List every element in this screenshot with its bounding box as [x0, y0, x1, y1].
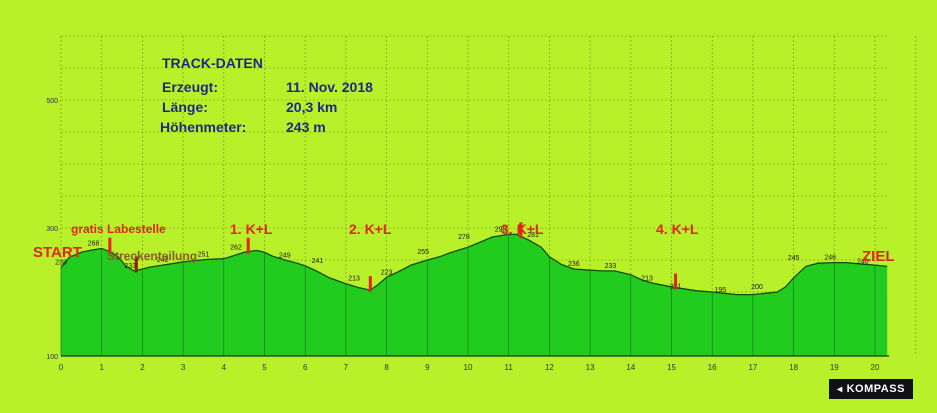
elevation-point-label: 290 [495, 226, 507, 233]
kl3-label: 3. K+L [501, 221, 544, 237]
checkpoint-marker [134, 256, 138, 273]
kl4-label: 4. K+L [656, 221, 699, 237]
created-value: 11. Nov. 2018 [286, 79, 373, 95]
elevation-point-label: 213 [641, 276, 653, 283]
elevation-point-label: 251 [198, 251, 210, 258]
x-tick-label: 4 [222, 363, 227, 372]
kompass-brand-text: KOMPASS [846, 383, 905, 395]
x-tick-label: 8 [384, 363, 389, 372]
elevation-point-label: 278 [458, 234, 470, 241]
elevation-point-label: 262 [230, 244, 242, 251]
elevation-point-label: 233 [124, 263, 136, 270]
kl2-label: 2. K+L [349, 221, 392, 237]
elevation-point-label: 241 [312, 258, 324, 265]
elevation-point-label: 238 [55, 260, 67, 267]
elevation-point-label: 242 [157, 257, 169, 264]
streckenteilung-label: Streckenteilung [107, 249, 198, 263]
checkpoint-marker [674, 273, 678, 290]
x-tick-label: 5 [262, 363, 267, 372]
elevation-point-label: 245 [788, 255, 800, 262]
elevation-point-label: 268 [88, 240, 100, 247]
checkpoint-marker [108, 237, 112, 254]
x-tick-label: 17 [748, 363, 757, 372]
x-tick-label: 2 [140, 363, 145, 372]
x-tick-label: 10 [464, 363, 473, 372]
x-tick-label: 20 [871, 363, 880, 372]
kompass-logo: ◂ KOMPASS [829, 379, 913, 399]
elevation-point-label: 200 [751, 284, 763, 291]
checkpoint-marker [519, 222, 523, 239]
x-tick-label: 9 [425, 363, 430, 372]
x-tick-label: 0 [59, 363, 64, 372]
x-tick-label: 13 [586, 363, 595, 372]
x-tick-label: 11 [505, 363, 514, 372]
elevation-point-label: 195 [714, 287, 726, 294]
start-label: START [33, 244, 82, 261]
x-tick-label: 14 [626, 363, 635, 372]
length-label: Länge: [162, 99, 208, 115]
x-tick-label: 6 [303, 363, 308, 372]
x-tick-label: 16 [708, 363, 717, 372]
x-tick-label: 15 [667, 363, 676, 372]
elevation-gain-value: 243 m [286, 119, 326, 135]
elevation-point-label: 236 [568, 261, 580, 268]
ziel-label: ZIEL [862, 248, 895, 265]
x-tick-label: 12 [545, 363, 554, 372]
elevation-point-label: 255 [417, 249, 429, 256]
x-tick-label: 7 [344, 363, 349, 372]
elevation-point-label: 240 [857, 258, 869, 265]
y-tick-label: 300 [46, 226, 58, 233]
elevation-line [60, 233, 888, 296]
checkpoint-marker [368, 276, 372, 293]
elevation-point-label: 249 [279, 253, 291, 260]
track-info-title: TRACK-DATEN [162, 55, 263, 71]
elevation-point-label: 213 [348, 276, 360, 283]
x-tick-label: 1 [99, 363, 104, 372]
y-tick-label: 500 [46, 98, 58, 105]
kl1-label: 1. K+L [230, 221, 273, 237]
checkpoint-marker [246, 237, 250, 254]
elevation-point-label: 233 [605, 263, 617, 270]
elevation-area [61, 234, 888, 356]
elevation-gain-label: Höhenmeter: [160, 119, 247, 135]
elevation-point-label: 246 [824, 255, 836, 262]
x-tick-label: 18 [789, 363, 798, 372]
x-tick-label: 3 [181, 363, 186, 372]
y-tick-label: 100 [46, 354, 58, 361]
elevation-point-label: 281 [527, 232, 539, 239]
length-value: 20,3 km [286, 99, 338, 115]
compass-arrow-icon: ◂ [837, 383, 843, 395]
created-label: Erzeugt: [162, 79, 218, 95]
elevation-point-label: 223 [381, 269, 393, 276]
x-tick-label: 19 [830, 363, 839, 372]
labestelle-label: gratis Labestelle [71, 222, 166, 236]
